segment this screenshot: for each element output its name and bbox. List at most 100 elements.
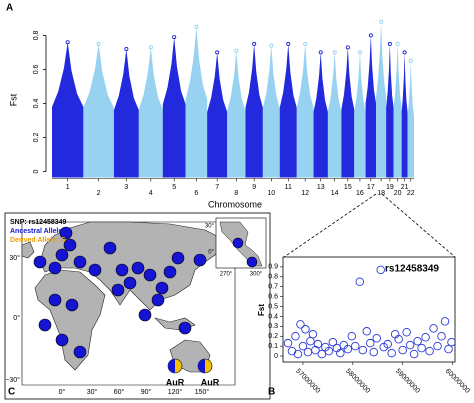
population bbox=[111, 283, 125, 297]
population bbox=[33, 255, 47, 269]
chromosome-points bbox=[376, 21, 387, 178]
peak-point bbox=[234, 48, 239, 53]
lat-tick-label: −30° bbox=[5, 376, 20, 384]
point bbox=[413, 336, 422, 346]
x-tick-label: 58000000 bbox=[344, 368, 371, 395]
point bbox=[440, 317, 450, 326]
x-tick-label: 15 bbox=[344, 184, 352, 191]
point bbox=[376, 265, 385, 275]
population bbox=[246, 256, 258, 268]
x-tick-label: 20 bbox=[394, 190, 402, 197]
x-tick-label: 60000000 bbox=[444, 368, 471, 395]
y-tick-label: 0.8 bbox=[33, 30, 40, 40]
peak-point bbox=[395, 41, 400, 46]
chromosome-points bbox=[365, 35, 377, 178]
inset-lon-label: 270° bbox=[220, 272, 233, 278]
y-tick-label: 0.6 bbox=[268, 293, 278, 300]
point bbox=[362, 327, 372, 336]
x-tick-label: 13 bbox=[317, 184, 325, 191]
y-axis-label: Fst bbox=[257, 304, 266, 316]
zoom-line bbox=[283, 193, 377, 258]
y-tick-label: 0.2 bbox=[33, 133, 40, 143]
point bbox=[291, 331, 300, 341]
point bbox=[301, 325, 310, 334]
y-tick-label: 0.4 bbox=[33, 98, 40, 108]
point bbox=[308, 330, 318, 339]
point bbox=[343, 344, 353, 354]
y-tick-label: 0.3 bbox=[268, 323, 278, 330]
y-tick-label: 0.5 bbox=[268, 303, 278, 310]
chromosome-points bbox=[401, 52, 408, 178]
point bbox=[313, 339, 323, 349]
pie-markers bbox=[167, 358, 213, 374]
point bbox=[444, 344, 453, 354]
point bbox=[372, 333, 381, 343]
x-tick-label: 22 bbox=[407, 190, 415, 197]
chromosome-points bbox=[386, 43, 394, 178]
peak-point bbox=[148, 45, 153, 50]
y-tick-label: 0 bbox=[33, 169, 40, 173]
inset-lat-label: 30° bbox=[205, 224, 215, 230]
point bbox=[437, 331, 446, 341]
point bbox=[328, 337, 338, 347]
y-tick-label: 0.8 bbox=[268, 274, 278, 281]
peak-point bbox=[215, 50, 220, 55]
peak-point bbox=[252, 41, 257, 46]
x-tick-label: 5 bbox=[172, 184, 176, 191]
population bbox=[38, 318, 52, 332]
point bbox=[402, 328, 411, 337]
point bbox=[317, 349, 327, 359]
y-tick-label: 0.6 bbox=[33, 64, 40, 74]
peak-point bbox=[65, 40, 70, 45]
chromosome-points bbox=[393, 43, 402, 178]
population bbox=[171, 251, 185, 265]
x-tick-label: 16 bbox=[356, 190, 364, 197]
x-tick-label: 2 bbox=[97, 190, 101, 197]
peak-point bbox=[318, 50, 323, 55]
x-tick-label: 1 bbox=[66, 184, 70, 191]
x-tick-label: 6 bbox=[194, 190, 198, 197]
lat-tick-label: 0° bbox=[13, 314, 20, 322]
point bbox=[311, 345, 320, 355]
panel-label: B bbox=[268, 387, 275, 398]
peak-point bbox=[124, 47, 129, 52]
point bbox=[347, 331, 357, 341]
point bbox=[429, 324, 438, 333]
chromosome-points bbox=[279, 43, 297, 178]
point bbox=[369, 347, 378, 357]
peak-point bbox=[387, 41, 392, 46]
population bbox=[193, 253, 207, 267]
lon-tick-label: 120° bbox=[168, 388, 183, 396]
peak-point bbox=[286, 41, 291, 46]
lon-tick-label: 0° bbox=[59, 388, 66, 396]
population bbox=[73, 255, 87, 269]
pie-label: AuR bbox=[166, 377, 185, 387]
y-tick-label: 0.1 bbox=[268, 343, 278, 350]
point bbox=[336, 348, 345, 358]
peak-point bbox=[368, 33, 373, 38]
peak-point bbox=[332, 50, 337, 55]
point bbox=[387, 348, 396, 358]
derived-label: Derived Allele: C bbox=[10, 237, 65, 244]
population bbox=[131, 261, 145, 275]
x-tick-label: 11 bbox=[285, 184, 292, 191]
point bbox=[296, 320, 305, 329]
lon-tick-label: 150° bbox=[195, 388, 210, 396]
point bbox=[425, 346, 434, 356]
chromosome-points bbox=[341, 47, 355, 178]
x-tick-label: 14 bbox=[331, 190, 339, 197]
point bbox=[298, 341, 308, 351]
y-tick-label: 0.4 bbox=[268, 313, 278, 320]
population bbox=[55, 333, 69, 347]
point bbox=[351, 341, 360, 351]
chromosome-points bbox=[354, 52, 366, 178]
population bbox=[143, 268, 157, 282]
chromosome-points bbox=[207, 52, 228, 178]
lat-tick-label: 30° bbox=[9, 254, 20, 262]
chromosome-points bbox=[327, 52, 342, 178]
population bbox=[138, 308, 152, 322]
chromosome-points bbox=[162, 37, 186, 178]
lon-tick-label: 30° bbox=[87, 388, 98, 396]
panel-label: C bbox=[8, 387, 15, 398]
